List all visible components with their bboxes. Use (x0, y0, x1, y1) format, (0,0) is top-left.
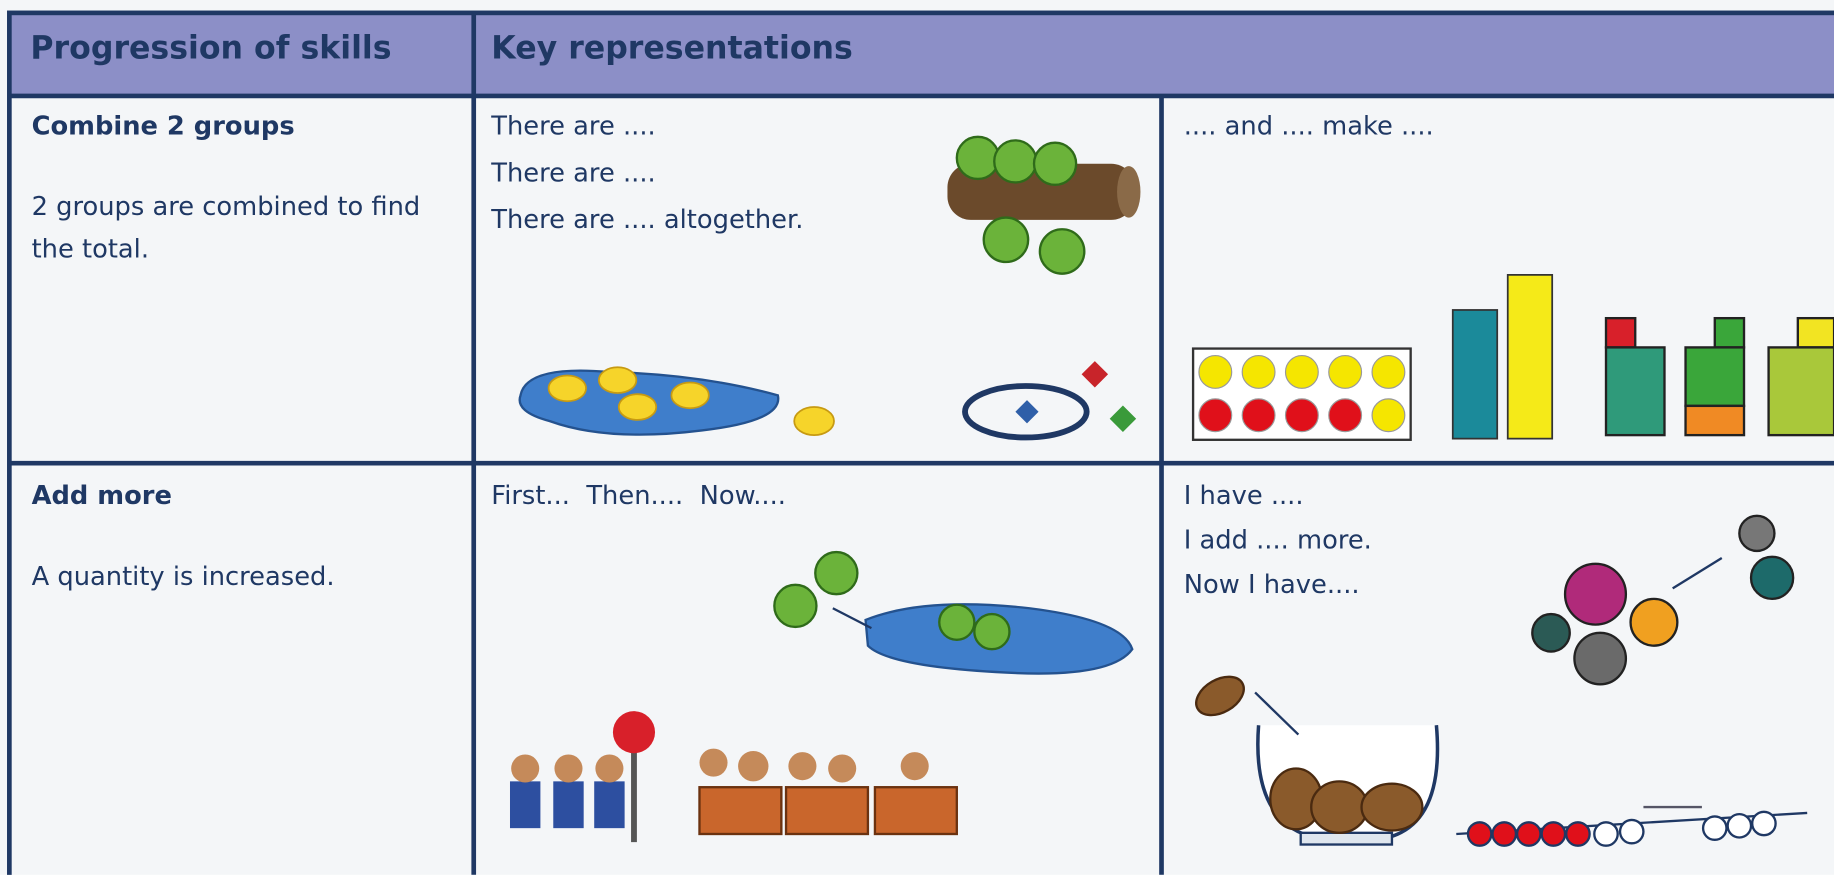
bead-string (1456, 805, 1808, 847)
buttons (1531, 514, 1795, 686)
skill-description: 2 groups are combined to find the total. (31, 193, 421, 265)
representation-text: There are .... (491, 159, 656, 189)
hoop-beanbags (962, 361, 1137, 441)
skill-description: A quantity is increased. (31, 562, 335, 592)
representation-text: I have .... (1183, 481, 1304, 512)
representation-text: I add .... more. (1183, 526, 1372, 556)
frogs-pond (773, 550, 1134, 675)
representation-text: There are .... altogether. (491, 205, 804, 236)
skill-title: Combine 2 groups (31, 112, 295, 142)
representation-text: There are .... (491, 112, 656, 142)
bowl-pinecones (1195, 675, 1440, 846)
representation-text: Now I have.... (1183, 570, 1360, 601)
numicon (1604, 316, 1834, 437)
skill-title: Add more (31, 481, 172, 512)
representation-text: .... and .... make .... (1183, 112, 1434, 142)
ten-frame (1191, 347, 1412, 441)
header-cell: Progression of skills (30, 30, 392, 67)
frogs-on-log (947, 135, 1141, 275)
representation-text: First... Then.... Now.... (491, 481, 786, 512)
cube-towers (1451, 274, 1554, 440)
header-cell: Key representations (491, 30, 853, 67)
ducks-pond (518, 366, 835, 437)
bus-queue (509, 711, 958, 843)
